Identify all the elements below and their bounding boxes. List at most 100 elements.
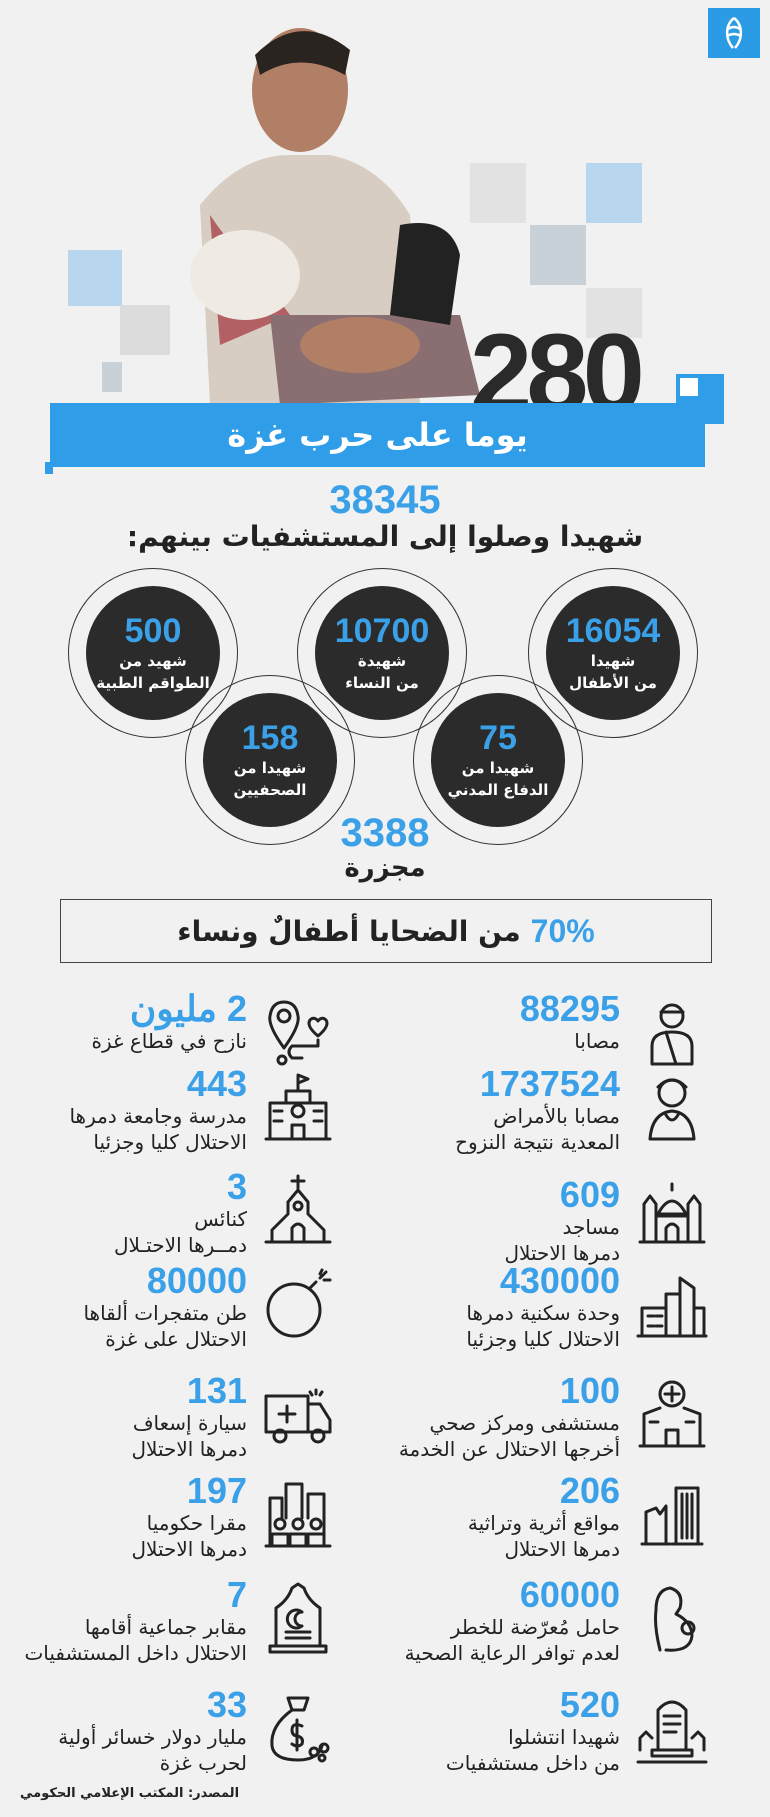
stat-label: مليار دولار خسائر أولية bbox=[58, 1725, 247, 1749]
circle-ring bbox=[413, 675, 583, 845]
stat-label: سيارة إسعاف bbox=[132, 1411, 247, 1435]
circle-label: شهيدا من bbox=[233, 759, 307, 777]
sick-person-icon bbox=[636, 1071, 708, 1143]
stat-item: 3 كنائس دمــرها الاحتـلال bbox=[114, 1168, 247, 1258]
circle-label: الطواقم الطبية bbox=[96, 674, 210, 692]
stat-item: 131 سيارة إسعاف دمرها الاحتلال bbox=[132, 1372, 247, 1462]
stat-value: 100 bbox=[559, 1370, 620, 1411]
stat-item: 443 مدرسة وجامعة دمرها الاحتلال كليا وجزئي… bbox=[69, 1065, 247, 1155]
circle-value: 500 bbox=[124, 612, 182, 650]
circle-value: 10700 bbox=[334, 612, 430, 650]
stat-item: 33 مليار دولار خسائر أولية لحرب غزة bbox=[58, 1686, 247, 1776]
martyr-circle: 500 شهيد من الطواقم الطبية bbox=[86, 586, 220, 720]
stat-label: شهيدا انتشلوا bbox=[508, 1725, 620, 1749]
hero-photo bbox=[190, 28, 480, 405]
circle-label: شهيدا من bbox=[461, 759, 535, 777]
circle-label: شهيدة bbox=[357, 652, 407, 670]
martyrs-total: 38345 bbox=[329, 478, 441, 522]
source-note: المصدر: المكتب الإعلامي الحكومي bbox=[20, 1786, 240, 1801]
share-percent: 70% bbox=[530, 912, 595, 949]
stat-label: طن متفجرات ألقاها bbox=[83, 1301, 247, 1325]
stat-label: مدرسة وجامعة دمرها bbox=[69, 1104, 247, 1128]
decor-square bbox=[586, 163, 642, 223]
aljazeera-logo bbox=[708, 8, 760, 58]
stat-label: دمرها الاحتلال bbox=[504, 1241, 620, 1265]
decor-square bbox=[530, 225, 586, 285]
mosque-icon bbox=[636, 1174, 708, 1246]
tombstone-icon bbox=[262, 1582, 334, 1654]
stat-label: حامل مُعرّضة للخطر bbox=[450, 1615, 620, 1639]
martyr-circle: 10700 شهيدة من النساء bbox=[315, 586, 449, 720]
massacres-label: مجزرة bbox=[344, 853, 426, 883]
stat-label: دمرها الاحتلال bbox=[131, 1437, 247, 1461]
stat-value: 197 bbox=[186, 1470, 247, 1511]
stat-value: 206 bbox=[559, 1470, 620, 1511]
circle-ring bbox=[185, 675, 355, 845]
stat-value: 33 bbox=[206, 1684, 247, 1725]
stat-value: 88295 bbox=[519, 988, 620, 1029]
stat-label: الاحتلال كليا وجزئيا bbox=[466, 1327, 620, 1351]
stat-item: 609 مساجد دمرها الاحتلال bbox=[505, 1176, 620, 1266]
hospital-icon bbox=[636, 1378, 708, 1450]
decor-square bbox=[120, 305, 170, 355]
stat-value: 60000 bbox=[519, 1574, 620, 1615]
injured-person-icon bbox=[636, 996, 708, 1068]
stat-value: 520 bbox=[559, 1684, 620, 1725]
stat-value: 430000 bbox=[499, 1260, 620, 1301]
stat-label: لعدم توافر الرعاية الصحية bbox=[404, 1641, 620, 1665]
stat-label: مقرا حكوميا bbox=[146, 1511, 247, 1535]
stat-value: 80000 bbox=[146, 1260, 247, 1301]
stat-value: 443 bbox=[186, 1063, 247, 1104]
circle-ring bbox=[528, 568, 698, 738]
stat-value: 7 bbox=[226, 1574, 247, 1615]
decor-square bbox=[102, 362, 122, 392]
stat-label: مصابا بالأمراض bbox=[493, 1104, 620, 1128]
stat-item: 80000 طن متفجرات ألقاها الاحتلال على غزة bbox=[83, 1262, 247, 1352]
circle-label: من الأطفال bbox=[569, 674, 657, 692]
stat-label: دمرها الاحتلال bbox=[131, 1537, 247, 1561]
church-icon bbox=[262, 1174, 334, 1246]
decor-square bbox=[680, 378, 698, 396]
stat-label: أخرجها الاحتلال عن الخدمة bbox=[398, 1437, 620, 1461]
circle-label: الصحفيين bbox=[233, 781, 307, 799]
stat-label: مواقع أثرية وتراثية bbox=[467, 1511, 620, 1535]
stat-item: 520 شهيدا انتشلوا من داخل مستشفيات bbox=[446, 1686, 620, 1776]
stat-item: 100 مستشفى ومركز صحي أخرجها الاحتلال عن ال… bbox=[399, 1372, 620, 1462]
days-label: يوما على حرب غزة bbox=[227, 416, 528, 454]
stat-value: 1737524 bbox=[479, 1063, 620, 1104]
stat-item: 1737524 مصابا بالأمراض المعدية نتيجة النزو… bbox=[455, 1065, 620, 1155]
stat-label: من داخل مستشفيات bbox=[445, 1751, 620, 1775]
stat-label: المعدية نتيجة النزوح bbox=[455, 1130, 620, 1154]
stat-item: 430000 وحدة سكنية دمرها الاحتلال كليا وجزئ… bbox=[466, 1262, 620, 1352]
bomb-icon bbox=[262, 1268, 334, 1340]
stat-label: مساجد bbox=[562, 1215, 620, 1239]
grave-icon bbox=[636, 1692, 708, 1764]
circle-ring bbox=[297, 568, 467, 738]
decor-square bbox=[68, 250, 122, 306]
stat-item: 206 مواقع أثرية وتراثية دمرها الاحتلال bbox=[468, 1472, 620, 1562]
share-label: من الضحايا أطفالٌ ونساء bbox=[177, 914, 521, 948]
stat-label: كنائس bbox=[194, 1207, 247, 1231]
circle-value: 75 bbox=[479, 719, 517, 757]
stat-item: 7 مقابر جماعية أقامها الاحتلال داخل المستش… bbox=[24, 1576, 247, 1666]
stat-label: مستشفى ومركز صحي bbox=[429, 1411, 620, 1435]
circle-value: 16054 bbox=[565, 612, 661, 650]
stat-label: دمرها الاحتلال bbox=[504, 1537, 620, 1561]
stat-label: نازح في قطاع غزة bbox=[91, 1029, 248, 1053]
stat-label: دمــرها الاحتـلال bbox=[113, 1233, 247, 1257]
government-building-icon bbox=[262, 1478, 334, 1550]
martyr-circle: 158 شهيدا من الصحفيين bbox=[203, 693, 337, 827]
stat-value: 131 bbox=[186, 1370, 247, 1411]
stat-item: 88295 مصابا bbox=[520, 990, 620, 1054]
ambulance-icon bbox=[262, 1378, 334, 1450]
stat-value: 2 مليون bbox=[129, 988, 247, 1029]
martyr-circle: 75 شهيدا من الدفاع المدني bbox=[431, 693, 565, 827]
decor-square bbox=[45, 462, 53, 474]
circle-label: شهيدا bbox=[590, 652, 636, 670]
circle-label: شهيد من bbox=[119, 652, 187, 670]
stat-item: 197 مقرا حكوميا دمرها الاحتلال bbox=[132, 1472, 247, 1562]
circle-ring bbox=[68, 568, 238, 738]
martyr-circle: 16054 شهيدا من الأطفال bbox=[546, 586, 680, 720]
circle-label: الدفاع المدني bbox=[447, 781, 549, 799]
location-route-icon bbox=[262, 996, 334, 1068]
